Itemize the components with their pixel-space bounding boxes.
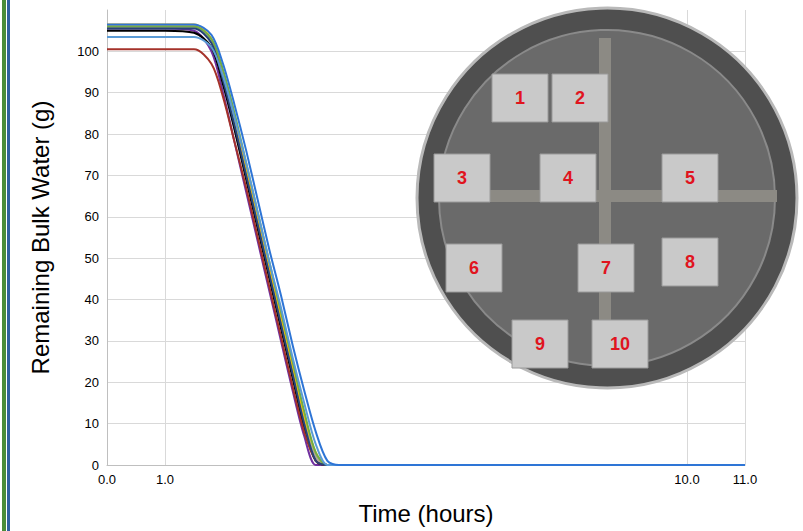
svg-text:7: 7	[601, 258, 611, 278]
svg-text:3: 3	[457, 168, 467, 188]
svg-text:4: 4	[563, 168, 573, 188]
svg-text:50: 50	[85, 251, 99, 266]
svg-text:Remaining Bulk Water (g): Remaining Bulk Water (g)	[27, 101, 54, 375]
svg-text:70: 70	[85, 168, 99, 183]
svg-text:100: 100	[77, 44, 99, 59]
svg-text:5: 5	[685, 168, 695, 188]
svg-text:6: 6	[469, 258, 479, 278]
svg-text:20: 20	[85, 375, 99, 390]
svg-text:1.0: 1.0	[156, 472, 174, 487]
svg-text:80: 80	[85, 127, 99, 142]
svg-text:1: 1	[515, 88, 525, 108]
svg-text:10: 10	[85, 416, 99, 431]
svg-text:10.0: 10.0	[674, 472, 699, 487]
svg-text:0.0: 0.0	[98, 472, 116, 487]
svg-text:10: 10	[610, 334, 630, 354]
svg-text:60: 60	[85, 209, 99, 224]
svg-text:2: 2	[575, 88, 585, 108]
svg-text:11.0: 11.0	[733, 472, 757, 487]
svg-text:90: 90	[85, 85, 99, 100]
svg-text:8: 8	[685, 252, 695, 272]
svg-text:Time (hours): Time (hours)	[358, 500, 493, 527]
svg-text:30: 30	[85, 333, 99, 348]
svg-text:40: 40	[85, 292, 99, 307]
svg-text:9: 9	[535, 334, 545, 354]
svg-text:0: 0	[92, 458, 99, 473]
